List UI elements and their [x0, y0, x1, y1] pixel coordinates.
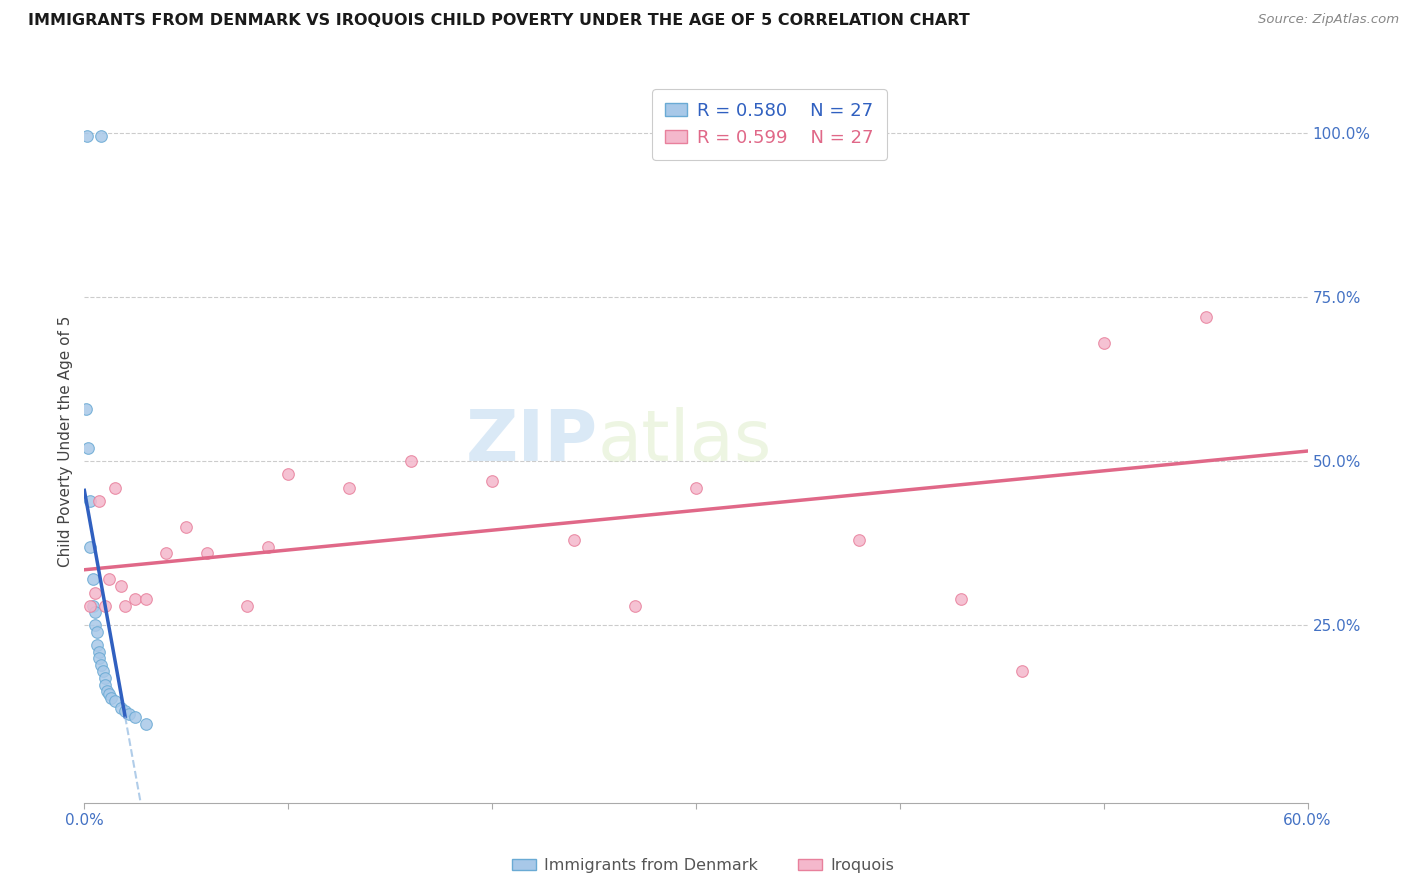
Point	[87, 493, 110, 508]
Point	[124, 592, 146, 607]
Point	[77, 441, 100, 455]
Point	[82, 599, 104, 613]
Point	[950, 592, 973, 607]
Point	[97, 687, 120, 701]
Point	[114, 599, 136, 613]
Legend: Immigrants from Denmark, Iroquois: Immigrants from Denmark, Iroquois	[506, 852, 900, 880]
Text: atlas: atlas	[598, 407, 772, 476]
Point	[100, 690, 122, 705]
Point	[79, 599, 101, 613]
Point	[1011, 665, 1033, 679]
Point	[82, 573, 104, 587]
Text: Source: ZipAtlas.com: Source: ZipAtlas.com	[1258, 13, 1399, 27]
Point	[848, 533, 870, 547]
Point	[87, 645, 110, 659]
Point	[624, 599, 647, 613]
Point	[114, 704, 136, 718]
Point	[97, 573, 120, 587]
Text: ZIP: ZIP	[465, 407, 598, 476]
Point	[76, 129, 98, 144]
Point	[90, 657, 112, 672]
Point	[1195, 310, 1218, 324]
Point	[685, 481, 707, 495]
Y-axis label: Child Poverty Under the Age of 5: Child Poverty Under the Age of 5	[58, 316, 73, 567]
Point	[83, 618, 105, 632]
Point	[104, 694, 127, 708]
Point	[118, 707, 141, 722]
Point	[93, 671, 115, 685]
Point	[481, 474, 503, 488]
Point	[174, 520, 197, 534]
Point	[75, 401, 97, 416]
Point	[93, 677, 115, 691]
Point	[104, 481, 127, 495]
Point	[562, 533, 585, 547]
Point	[399, 454, 422, 468]
Point	[96, 684, 118, 698]
Point	[110, 700, 132, 714]
Point	[135, 592, 157, 607]
Point	[86, 625, 108, 640]
Point	[79, 493, 101, 508]
Point	[87, 651, 110, 665]
Point	[79, 540, 101, 554]
Point	[83, 605, 105, 619]
Point	[110, 579, 132, 593]
Point	[257, 540, 280, 554]
Point	[277, 467, 299, 482]
Point	[93, 599, 115, 613]
Point	[86, 638, 108, 652]
Text: IMMIGRANTS FROM DENMARK VS IROQUOIS CHILD POVERTY UNDER THE AGE OF 5 CORRELATION: IMMIGRANTS FROM DENMARK VS IROQUOIS CHIL…	[28, 13, 970, 29]
Legend: R = 0.580    N = 27, R = 0.599    N = 27: R = 0.580 N = 27, R = 0.599 N = 27	[652, 89, 887, 160]
Point	[195, 546, 218, 560]
Point	[155, 546, 177, 560]
Point	[90, 129, 112, 144]
Point	[91, 665, 114, 679]
Point	[83, 585, 105, 599]
Point	[1092, 336, 1115, 351]
Point	[124, 710, 146, 724]
Point	[135, 717, 157, 731]
Point	[236, 599, 259, 613]
Point	[339, 481, 361, 495]
